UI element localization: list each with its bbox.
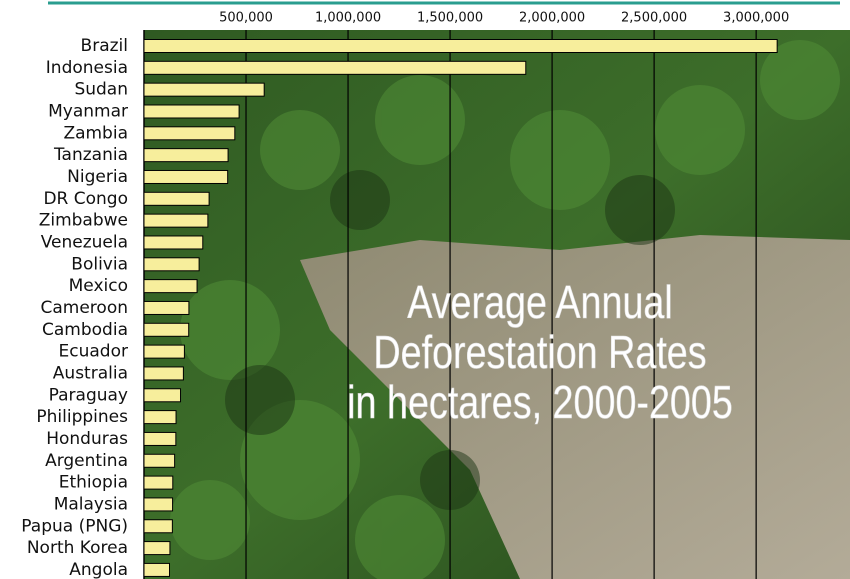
bar	[143, 410, 177, 425]
bar	[143, 388, 182, 403]
category-label: Ethiopia	[59, 473, 128, 493]
category-label: Sudan	[74, 80, 128, 100]
category-label: Venezuela	[41, 232, 128, 252]
bar	[143, 541, 171, 556]
chart-title-line: in hectares, 2000-2005	[347, 376, 733, 427]
x-tick-label: 2,000,000	[519, 11, 585, 26]
chart-title-line: Deforestation Rates	[373, 326, 706, 377]
bar	[143, 344, 185, 359]
category-label: Cambodia	[42, 320, 128, 340]
category-label: North Korea	[27, 538, 128, 558]
bar	[143, 39, 778, 53]
bar	[143, 497, 174, 512]
bar	[143, 148, 229, 163]
category-label: Ecuador	[59, 342, 128, 362]
category-label: Australia	[53, 363, 128, 383]
bar	[143, 169, 229, 184]
bar	[143, 279, 198, 294]
x-tick-label: 1,000,000	[315, 11, 381, 26]
bar	[143, 562, 171, 577]
category-label: Zimbabwe	[39, 211, 128, 231]
bar	[143, 60, 527, 75]
bar	[143, 366, 184, 381]
category-label: Argentina	[45, 451, 128, 471]
category-label: Paraguay	[49, 385, 128, 405]
category-label: Papua (PNG)	[21, 516, 128, 536]
category-label: Bolivia	[71, 254, 128, 274]
category-label: Malaysia	[54, 494, 128, 514]
category-label: Myanmar	[48, 101, 128, 121]
bar	[143, 322, 190, 337]
category-label: Tanzania	[53, 145, 128, 165]
x-tick-label: 500,000	[219, 11, 273, 26]
bar	[143, 475, 174, 490]
category-label: Cameroon	[41, 298, 129, 318]
bar	[143, 126, 236, 141]
bar	[143, 213, 209, 228]
bar	[143, 191, 210, 206]
category-label: Honduras	[46, 429, 128, 449]
x-tick-label: 2,500,000	[621, 11, 687, 26]
bar	[143, 519, 173, 534]
bar	[143, 104, 240, 119]
category-label: Brazil	[81, 36, 128, 56]
category-label: Nigeria	[67, 167, 128, 187]
bar	[143, 82, 265, 97]
category-label: Mexico	[69, 276, 128, 296]
category-label: Philippines	[36, 407, 128, 427]
chart-title-line: Average Annual	[407, 276, 673, 327]
category-label: Angola	[69, 560, 128, 579]
bar	[143, 453, 176, 468]
category-label: Indonesia	[46, 58, 128, 78]
category-label: DR Congo	[43, 189, 128, 209]
bar	[143, 235, 204, 250]
bar	[143, 431, 177, 446]
bar	[143, 257, 200, 272]
x-tick-label: 1,500,000	[417, 11, 483, 26]
category-label: Zambia	[63, 123, 128, 143]
x-tick-label: 3,000,000	[723, 11, 789, 26]
bar	[143, 300, 190, 315]
background-photo	[144, 30, 850, 579]
